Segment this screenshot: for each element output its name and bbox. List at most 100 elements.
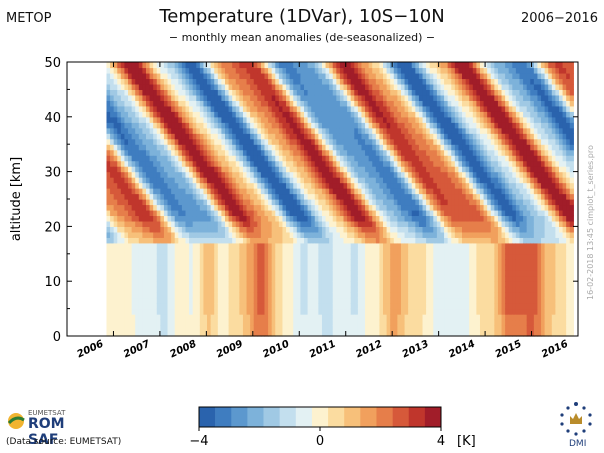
heatmap-cell [393,193,398,200]
heatmap-cell [336,133,341,140]
heatmap-cell [260,188,266,195]
heatmap-cell [192,155,197,162]
heatmap-cell [124,182,129,189]
heatmap-cell [217,220,223,227]
heatmap-cell [117,78,122,85]
heatmap-cell [289,67,294,74]
heatmap-cell [207,155,212,162]
heatmap-cell [404,204,409,211]
heatmap-cell [242,78,248,85]
heatmap-cell [318,89,323,96]
heatmap-cell [429,330,434,337]
heatmap-cell [429,297,434,304]
heatmap-cell [124,149,129,156]
heatmap-cell [278,281,284,288]
heatmap-cell [286,220,291,227]
heatmap-cell [117,199,122,206]
heatmap-cell [110,94,115,101]
heatmap-cell [393,155,398,162]
heatmap-cell [368,133,373,140]
heatmap-cell [436,199,442,206]
heatmap-cell [458,105,463,112]
heatmap-cell [426,226,431,233]
heatmap-cell [120,303,126,310]
heatmap-cell [336,111,341,118]
heatmap-cell [268,78,273,85]
heatmap-cell [350,182,355,189]
heatmap-cell [372,177,377,184]
heatmap-cell [171,303,176,310]
heatmap-cell [185,314,190,321]
heatmap-cell [379,155,384,162]
heatmap-cell [426,264,431,271]
heatmap-cell [110,209,115,217]
heatmap-cell [347,144,352,151]
heatmap-cell [444,314,449,321]
heatmap-cell [289,111,294,118]
heatmap-cell [372,155,377,162]
heatmap-cell [257,303,262,310]
heatmap-cell [329,182,334,189]
heatmap-cell [361,111,366,118]
heatmap-cell [332,144,337,151]
heatmap-cell [314,270,319,277]
heatmap-cell [142,127,147,134]
heatmap-cell [135,193,140,200]
heatmap-cell [124,259,129,266]
heatmap-cell [113,116,118,123]
heatmap-cell [135,253,140,260]
heatmap-cell [232,67,237,74]
heatmap-cell [343,264,348,271]
heatmap-cell [343,303,348,310]
heatmap-cell [120,319,126,326]
heatmap-cell [375,297,381,304]
heatmap-cell [110,248,115,255]
heatmap-cell [433,231,438,238]
heatmap-cell [286,160,291,167]
heatmap-cell [447,133,452,140]
heatmap-cell [379,209,384,217]
heatmap-cell [192,111,197,118]
heatmap-cell [278,330,284,337]
heatmap-cell [110,138,115,145]
heatmap-cell [113,111,118,118]
heatmap-cell [390,325,395,332]
heatmap-cell [217,264,223,271]
heatmap-cell [221,160,226,167]
heatmap-cell [329,286,334,293]
heatmap-cell [264,264,269,271]
heatmap-cell [246,259,251,266]
heatmap-cell [365,220,370,227]
heatmap-cell [429,78,434,85]
heatmap-cell [235,242,240,249]
heatmap-cell [321,308,327,315]
heatmap-cell [451,199,456,206]
heatmap-cell [232,182,237,189]
heatmap-cell [207,160,212,167]
heatmap-cell [307,127,312,134]
heatmap-cell [131,160,136,167]
heatmap-cell [347,62,352,69]
heatmap-cell [314,72,319,80]
heatmap-cell [296,155,302,162]
heatmap-cell [117,226,122,233]
heatmap-cell [422,171,427,178]
heatmap-cell [361,297,366,304]
heatmap-cell [415,215,420,222]
heatmap-cell [221,325,226,332]
heatmap-cell [189,122,194,129]
heatmap-cell [372,297,377,304]
heatmap-cell [426,182,431,189]
heatmap-cell [393,199,398,206]
heatmap-cell [296,78,302,85]
heatmap-cell [210,226,215,233]
heatmap-cell [228,270,233,277]
heatmap-cell [235,67,240,74]
heatmap-cell [314,297,319,304]
heatmap-cell [307,116,312,123]
heatmap-cell [415,319,420,326]
heatmap-cell [440,100,445,107]
heatmap-cell [250,133,255,140]
heatmap-cell [178,209,183,217]
heatmap-cell [135,127,140,134]
